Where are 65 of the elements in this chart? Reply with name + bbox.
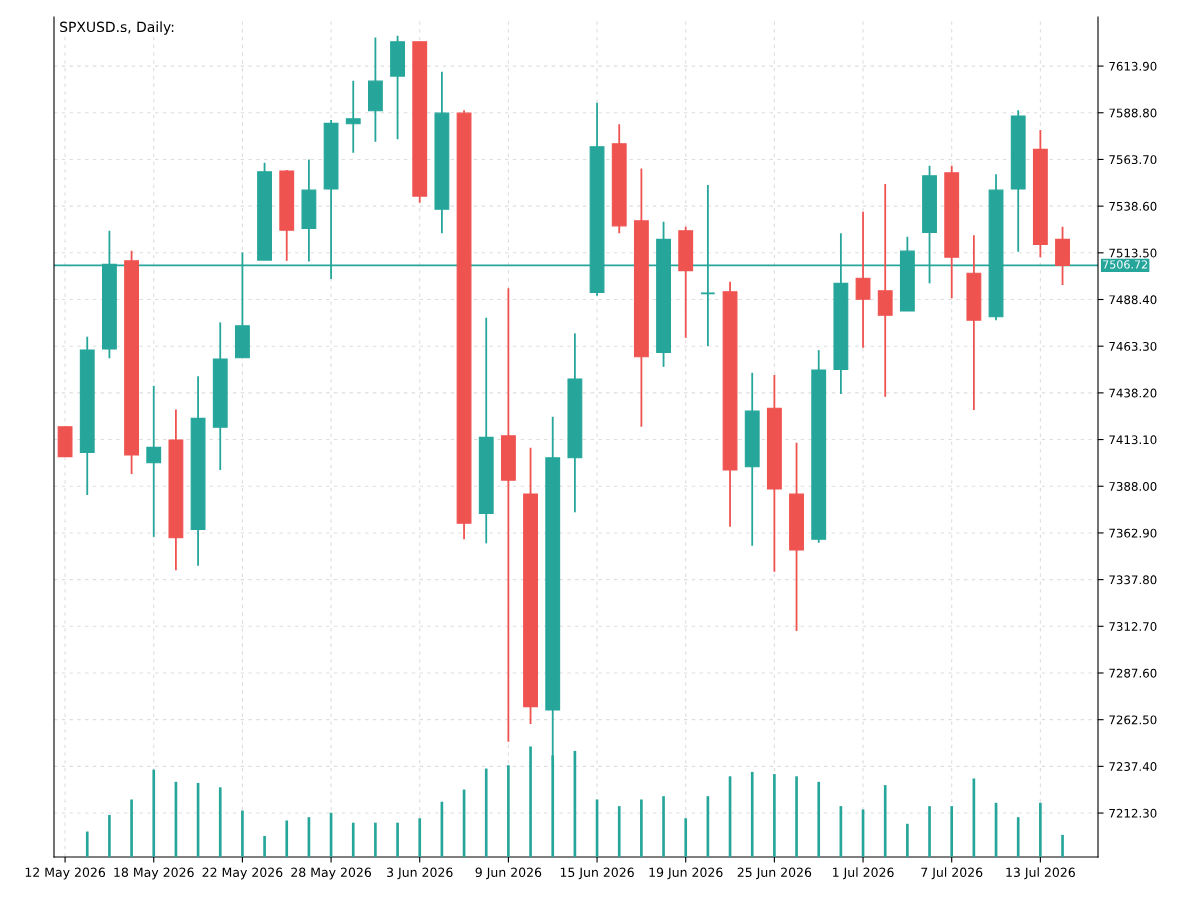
candlestick: [855, 210, 871, 349]
bar: [152, 769, 156, 857]
bar: [1061, 834, 1064, 857]
candlestick: [345, 79, 361, 154]
y-tick-label: 7463.30: [1109, 341, 1157, 351]
x-tick-label: 3 Jun 2026: [387, 867, 453, 880]
y-tick-label: 7388.00: [1109, 481, 1157, 491]
bar: [484, 768, 488, 857]
bar: [928, 806, 931, 857]
y-tick-label: 7488.40: [1109, 295, 1157, 305]
bar: [773, 774, 776, 857]
bar: [906, 823, 909, 857]
bar: [130, 799, 133, 857]
x-tick-label: 15 Jun 2026: [560, 867, 634, 880]
x-tick-label: 9 Jun 2026: [475, 867, 542, 880]
bar: [883, 785, 887, 857]
bar: [351, 822, 355, 857]
x-tick-label: 25 Jun 2026: [737, 867, 812, 880]
y-tick-label: 7262.50: [1109, 715, 1157, 725]
x-tick-label: 19 Jun 2026: [649, 867, 723, 880]
bar: [85, 831, 89, 857]
x-tick-label: 12 May 2026: [25, 867, 106, 880]
y-tick-label: 7337.80: [1109, 575, 1157, 585]
bar: [285, 820, 289, 857]
x-tick-label: 18 May 2026: [114, 867, 194, 880]
y-tick-label: 7538.60: [1109, 201, 1157, 211]
candlestick: [146, 384, 162, 538]
y-tick-label: 7413.10: [1109, 435, 1157, 445]
bar: [218, 787, 222, 857]
candlestick: [877, 183, 893, 398]
y-tick-label: 7212.30: [1109, 808, 1157, 818]
chart-title: SPXUSD.s, Daily:: [60, 21, 174, 35]
bar: [241, 810, 244, 857]
y-tick-label: 7613.90: [1109, 61, 1157, 71]
y-tick-label: 7513.50: [1109, 248, 1157, 258]
y-tick-label: 7563.70: [1109, 155, 1157, 165]
bar: [507, 765, 510, 857]
y-tick-label: 7362.90: [1109, 528, 1157, 538]
y-tick-label: 7312.70: [1109, 622, 1157, 631]
bar: [263, 835, 266, 857]
bar: [684, 818, 688, 857]
x-tick-label: 1 Jul 2026: [833, 867, 894, 880]
bar: [529, 746, 532, 857]
y-tick-label: 7588.80: [1109, 108, 1157, 118]
y-tick-label: 7237.40: [1109, 762, 1157, 772]
bar: [617, 806, 621, 857]
bar: [750, 771, 754, 857]
bar: [950, 806, 954, 857]
bar: [1016, 817, 1020, 857]
x-tick-label: 13 Jul 2026: [1006, 867, 1075, 880]
bar: [795, 776, 798, 857]
bar: [1039, 802, 1042, 857]
bar: [396, 822, 399, 857]
x-tick-label: 28 May 2026: [291, 867, 372, 880]
ref-line-label: 7506.72: [1103, 260, 1147, 269]
bar: [418, 818, 422, 857]
x-tick-label: 7 Jul 2026: [921, 867, 983, 880]
bar: [662, 796, 665, 857]
bar: [640, 799, 643, 857]
bar: [374, 822, 377, 857]
bar: [817, 781, 821, 857]
bar: [108, 814, 111, 857]
x-tick-label: 22 May 2026: [202, 867, 283, 880]
y-tick-label: 7438.20: [1109, 388, 1157, 398]
y-tick-label: 7287.60: [1109, 668, 1157, 678]
